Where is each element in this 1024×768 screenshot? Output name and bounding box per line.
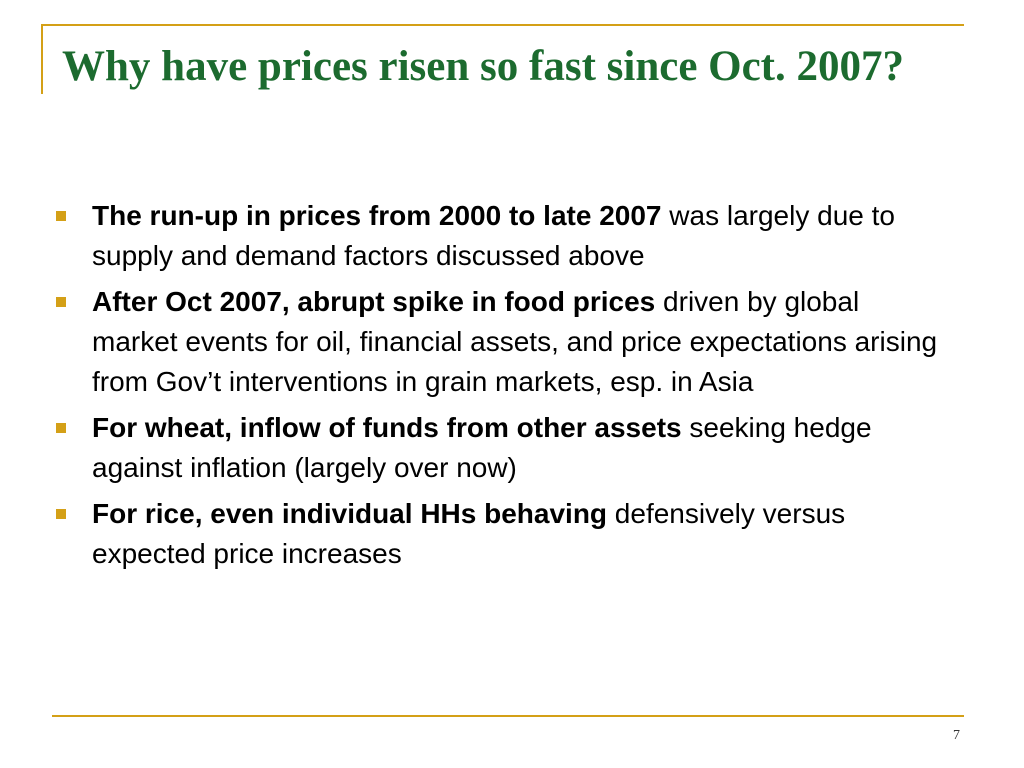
top-border-line bbox=[41, 24, 964, 26]
bullet-item: The run-up in prices from 2000 to late 2… bbox=[50, 196, 950, 276]
bullet-item: For rice, even individual HHs behaving d… bbox=[50, 494, 950, 574]
bullet-bold-text: For rice, even individual HHs behaving bbox=[92, 498, 608, 529]
bullet-text: was largely due to supply and demand fac… bbox=[92, 200, 895, 271]
square-bullet-icon bbox=[56, 211, 66, 221]
left-border-line bbox=[41, 24, 43, 94]
page-number: 7 bbox=[953, 728, 960, 743]
square-bullet-icon bbox=[56, 423, 66, 433]
bullet-bold-text: The run-up in prices from 2000 to late 2… bbox=[92, 200, 662, 231]
bottom-border-line bbox=[52, 715, 964, 717]
bullet-item: After Oct 2007, abrupt spike in food pri… bbox=[50, 282, 950, 402]
bullet-bold-text: For wheat, inflow of funds from other as… bbox=[92, 412, 682, 443]
bullet-text: driven by global market events for oil, … bbox=[92, 286, 938, 397]
bullet-text: defensively versus expected price increa… bbox=[92, 498, 846, 569]
square-bullet-icon bbox=[56, 509, 66, 519]
square-bullet-icon bbox=[56, 297, 66, 307]
bullet-text: seeking hedge against inflation (largely… bbox=[92, 412, 872, 483]
bullet-item: For wheat, inflow of funds from other as… bbox=[50, 408, 950, 488]
bullet-bold-text: After Oct 2007, abrupt spike in food pri… bbox=[92, 286, 656, 317]
slide-title: Why have prices risen so fast since Oct.… bbox=[62, 43, 905, 90]
bullet-list: The run-up in prices from 2000 to late 2… bbox=[50, 196, 950, 580]
